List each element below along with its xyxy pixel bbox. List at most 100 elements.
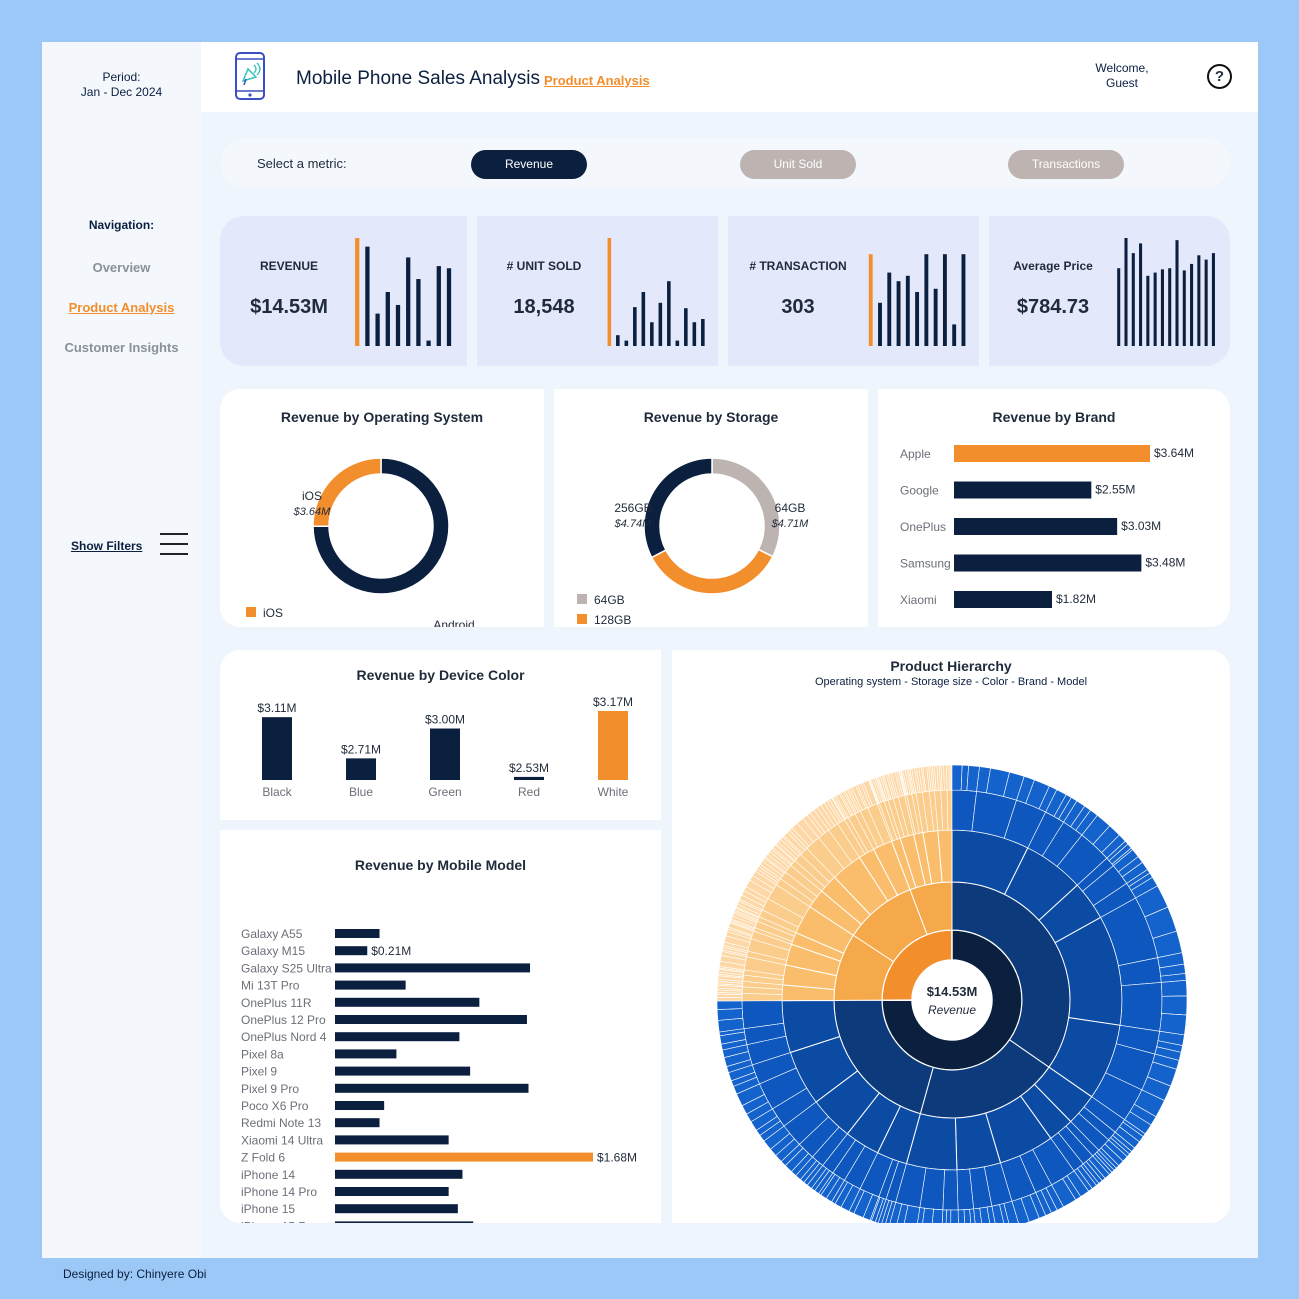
card-revenue-by-os: Revenue by Operating System iOS $3.64M And… <box>220 389 544 627</box>
donut-slice-android[interactable] <box>312 457 450 595</box>
model-label: Pixel 9 Pro <box>241 1082 299 1096</box>
brand-value: $1.82M <box>1056 592 1096 606</box>
brand-label: Xiaomi <box>900 593 937 607</box>
sunburst-segment[interactable] <box>716 1000 743 1010</box>
spark-bar <box>878 302 882 346</box>
kpi-value: 303 <box>781 296 815 318</box>
model-bar[interactable] <box>335 1221 474 1223</box>
spark-bar <box>1153 272 1157 346</box>
brand-bar[interactable] <box>954 518 1118 535</box>
spark-bar <box>1190 263 1194 346</box>
brand-value: $3.64M <box>1154 446 1194 460</box>
sunburst-segment[interactable] <box>946 789 953 831</box>
model-bar[interactable] <box>335 980 406 990</box>
color-label: White <box>598 785 629 799</box>
sunburst-segment[interactable] <box>951 764 963 791</box>
sunburst-segment[interactable] <box>716 1008 744 1021</box>
sunburst-segment[interactable] <box>950 1209 959 1223</box>
sunburst-segment[interactable] <box>716 997 743 1002</box>
nav-item-customer-insights[interactable]: Customer Insights <box>64 340 179 355</box>
metric-selector-label: Select a metric: <box>257 156 347 171</box>
navigation-title: Navigation: <box>88 218 155 232</box>
model-bar[interactable] <box>335 963 531 973</box>
brand-bar[interactable] <box>954 481 1092 499</box>
spark-bar <box>446 268 452 346</box>
color-bar[interactable] <box>430 728 460 780</box>
nav-item-overview[interactable]: Overview <box>92 260 151 275</box>
spark-bar <box>1168 268 1172 346</box>
color-value: $2.53M <box>509 761 549 775</box>
model-label: iPhone 14 <box>241 1168 295 1182</box>
period-display: Period: Jan - Dec 2024 <box>42 70 201 100</box>
header-bar: Mobile Phone Sales Analysis Product Anal… <box>201 42 1258 112</box>
donut-slice-128gb[interactable] <box>650 548 774 595</box>
app-title: Mobile Phone Sales Analysis <box>296 68 540 89</box>
color-bar[interactable] <box>514 776 544 780</box>
brand-bar[interactable] <box>954 591 1052 608</box>
metric-revenue-button[interactable]: Revenue <box>471 150 587 179</box>
model-bar[interactable] <box>335 1169 463 1179</box>
model-bar[interactable] <box>335 1049 397 1059</box>
sunburst-segment[interactable] <box>942 1169 959 1211</box>
model-bar[interactable] <box>335 1015 527 1024</box>
help-icon[interactable]: ? <box>1207 64 1232 89</box>
model-bar[interactable] <box>335 1083 529 1093</box>
slice-value: $4.71M <box>771 518 810 530</box>
spark-bar <box>355 238 360 346</box>
model-bar[interactable] <box>335 997 480 1007</box>
model-bar[interactable] <box>335 1135 449 1145</box>
spark-bar <box>933 288 938 346</box>
model-bar[interactable] <box>335 1032 460 1042</box>
slice-label: iOS <box>302 489 322 503</box>
metric-transactions-button[interactable]: Transactions <box>1008 150 1124 179</box>
menu-icon[interactable] <box>160 533 188 555</box>
model-bar[interactable] <box>335 1152 593 1162</box>
spark-bar <box>868 254 873 346</box>
metric-unit-sold-button[interactable]: Unit Sold <box>740 150 856 179</box>
page-link-product-analysis[interactable]: Product Analysis <box>544 73 650 88</box>
brand-bar[interactable] <box>954 445 1150 462</box>
kpi-sparkline <box>1117 238 1215 346</box>
sunburst-segment[interactable] <box>957 1209 966 1223</box>
sunburst-center-value: $14.53M <box>927 984 978 999</box>
donut-slice-256gb[interactable] <box>643 457 713 559</box>
color-label: Blue <box>349 785 373 799</box>
donut-slice-64gb[interactable] <box>711 457 781 558</box>
color-bar[interactable] <box>262 717 292 780</box>
model-bar[interactable] <box>335 946 368 956</box>
kpi-label: # UNIT SOLD <box>506 259 582 273</box>
model-bar[interactable] <box>335 1187 449 1196</box>
kpi-value: $784.73 <box>1016 296 1090 318</box>
kpi-label: # TRANSACTION <box>749 259 847 273</box>
sidebar: Period: Jan - Dec 2024 Navigation: Overv… <box>42 42 201 1258</box>
model-label: OnePlus 12 Pro <box>241 1013 326 1027</box>
model-bar[interactable] <box>335 929 380 938</box>
period-value: Jan - Dec 2024 <box>80 85 163 99</box>
spark-bar <box>684 308 688 346</box>
sunburst-segment[interactable] <box>1119 982 1163 1032</box>
donut-slice-ios[interactable] <box>312 457 382 528</box>
color-bar[interactable] <box>598 711 628 780</box>
brand-bar[interactable] <box>954 554 1142 572</box>
model-label: Galaxy A55 <box>241 927 303 941</box>
model-bar[interactable] <box>335 1066 471 1076</box>
color-bar[interactable] <box>346 758 376 780</box>
sunburst-segment[interactable] <box>1160 979 1188 997</box>
kpi-value: 18,548 <box>513 296 575 318</box>
model-label: OnePlus Nord 4 <box>241 1030 327 1044</box>
model-value: $1.68M <box>597 1151 637 1165</box>
model-bar[interactable] <box>335 1118 380 1128</box>
legend-swatch <box>577 594 587 604</box>
sunburst-segment[interactable] <box>1161 995 1188 1016</box>
card-revenue-by-color: Revenue by Device Color $3.11M Black $2.71… <box>220 650 661 820</box>
slice-value: $4.74M <box>614 518 653 530</box>
model-bar[interactable] <box>335 1204 458 1214</box>
color-value: $3.00M <box>425 713 465 727</box>
nav-item-product-analysis[interactable]: Product Analysis <box>68 300 175 315</box>
show-filters-link[interactable]: Show Filters <box>71 539 143 553</box>
kpi-separator <box>718 216 728 366</box>
card-product-hierarchy: Product Hierarchy Operating system - Sto… <box>672 650 1230 1223</box>
kpi-sparkline <box>355 238 452 346</box>
model-bar[interactable] <box>335 1101 385 1110</box>
spark-bar <box>1160 269 1164 346</box>
